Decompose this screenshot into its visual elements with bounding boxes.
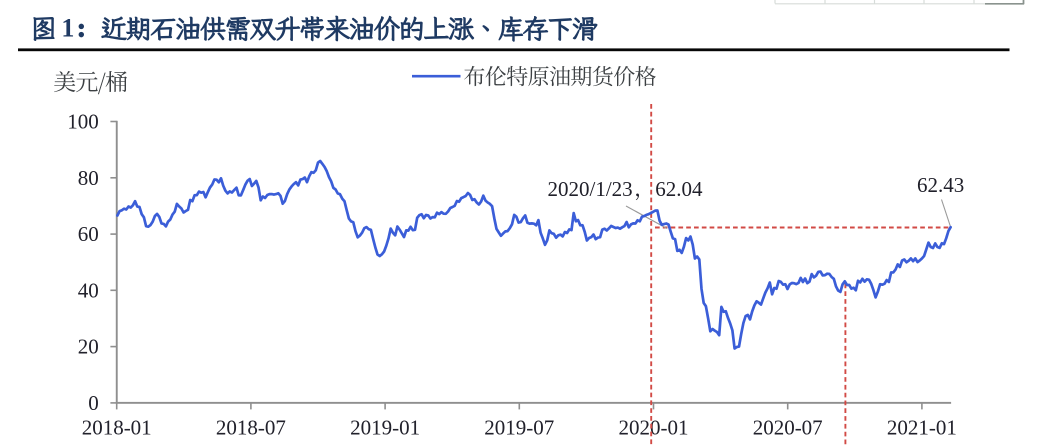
svg-text:2018-07: 2018-07 <box>216 415 286 439</box>
svg-text:1: 1 <box>61 14 74 43</box>
svg-text:2021-01: 2021-01 <box>887 415 957 439</box>
svg-text:2018-01: 2018-01 <box>82 415 152 439</box>
svg-text:60: 60 <box>78 222 99 246</box>
svg-text:2019-01: 2019-01 <box>350 415 420 439</box>
svg-text:20: 20 <box>78 335 99 359</box>
svg-text:62.43: 62.43 <box>917 173 964 197</box>
svg-text:80: 80 <box>78 166 99 190</box>
svg-text:2019-07: 2019-07 <box>484 415 554 439</box>
svg-text:2020/1/23: 2020/1/23 <box>548 177 633 201</box>
svg-text:40: 40 <box>78 278 99 302</box>
svg-text:100: 100 <box>67 110 99 134</box>
svg-text:0: 0 <box>88 391 99 415</box>
svg-text:2020-01: 2020-01 <box>619 415 689 439</box>
svg-text:2020-07: 2020-07 <box>753 415 823 439</box>
svg-text:62.04: 62.04 <box>655 177 703 201</box>
